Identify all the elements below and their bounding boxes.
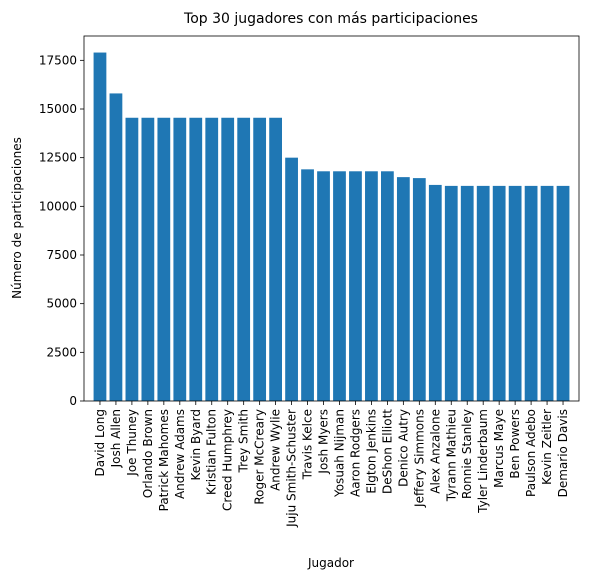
x-tick-label-17: Elgton Jenkins: [364, 409, 378, 494]
x-tick-label-18: DeShon Elliott: [380, 409, 394, 494]
bar-4: [157, 117, 171, 401]
x-tick-label-29: Demario Davis: [556, 409, 570, 497]
x-tick-label-19: Denico Autry: [396, 409, 410, 487]
bar-2: [125, 117, 139, 401]
bar-17: [365, 171, 378, 401]
bar-18: [381, 171, 394, 401]
chart-title: Top 30 jugadores con más participaciones: [183, 11, 478, 27]
x-axis-label: Jugador: [307, 556, 354, 570]
bar-21: [428, 184, 442, 401]
x-tick-label-22: Tyrann Mathieu: [444, 409, 458, 502]
bar-20: [412, 178, 426, 401]
x-tick-label-26: Ben Powers: [508, 409, 522, 479]
x-tick-label-10: Roger McCreary: [253, 409, 267, 505]
bar-13: [301, 169, 314, 401]
bar-5: [173, 117, 187, 401]
x-tick-label-4: Patrick Mahomes: [157, 409, 171, 511]
x-tick-label-28: Kevin Zeitler: [540, 409, 554, 485]
bar-11: [269, 117, 282, 401]
y-tick-label-7: 17500: [39, 53, 77, 67]
y-ticks-group: 0 2500 5000 7500 10000 12500 15000 17500: [39, 53, 84, 408]
x-tick-label-23: Ronnie Stanley: [460, 409, 474, 499]
x-tick-label-2: Joe Thuney: [125, 409, 139, 477]
x-tick-label-9: Trey Smith: [237, 409, 251, 474]
x-tick-label-15: Yosuah Nijman: [332, 409, 346, 498]
y-tick-label-3: 7500: [46, 248, 77, 262]
bar-14: [317, 171, 330, 401]
x-tick-label-0: David Long: [93, 409, 107, 477]
x-tick-label-13: Travis Kelce: [301, 409, 315, 480]
bar-15: [333, 171, 346, 401]
x-ticks-group: David Long Josh Allen Joe Thuney Orlando Br…: [93, 401, 570, 528]
y-tick-label-4: 10000: [39, 199, 77, 213]
y-tick-label-0: 0: [69, 394, 77, 408]
bar-25: [492, 185, 506, 401]
bar-12: [285, 157, 298, 401]
bar-8: [221, 117, 235, 401]
bar-19: [396, 177, 410, 401]
y-tick-label-6: 15000: [39, 102, 77, 116]
x-tick-label-14: Josh Myers: [317, 409, 331, 475]
y-tick-label-2: 5000: [46, 297, 77, 311]
x-tick-label-27: Paulson Adebo: [524, 409, 538, 497]
x-tick-label-24: Tyler Linderbaum: [476, 409, 490, 514]
plot-frame: [83, 35, 580, 402]
bar-27: [524, 185, 538, 401]
bar-3: [141, 117, 155, 401]
x-tick-label-5: Andrew Adams: [173, 409, 187, 499]
bar-0: [93, 52, 107, 402]
bar-10: [253, 117, 267, 401]
x-tick-label-7: Kristian Fulton: [205, 409, 219, 495]
x-tick-label-8: Creed Humphrey: [221, 409, 235, 511]
bar-28: [540, 185, 554, 401]
bar-9: [237, 117, 251, 401]
bar-26: [508, 185, 522, 401]
bar-23: [460, 185, 474, 401]
x-tick-label-3: Orlando Brown: [141, 409, 155, 498]
y-tick-label-5: 12500: [39, 151, 77, 165]
y-axis-label: Número de participaciones: [10, 137, 24, 299]
x-tick-label-21: Alex Anzalone: [428, 409, 442, 494]
x-tick-label-12: Juju Smith-Schuster: [285, 409, 299, 528]
x-tick-label-16: Aaron Rodgers: [348, 409, 362, 497]
bar-7: [205, 117, 219, 401]
bar-24: [476, 185, 490, 401]
x-tick-label-6: Kevin Byard: [189, 409, 203, 481]
bar-22: [444, 185, 458, 401]
bars-group: [93, 52, 570, 402]
x-tick-label-20: Jeffery Simmons: [412, 409, 426, 508]
bar-29: [556, 185, 570, 401]
x-tick-label-11: Andrew Wylie: [269, 409, 283, 491]
x-tick-label-25: Marcus Maye: [492, 409, 506, 488]
x-tick-label-1: Josh Allen: [109, 409, 123, 468]
y-tick-label-1: 2500: [46, 345, 77, 359]
bar-1: [109, 93, 123, 401]
bar-16: [349, 171, 362, 401]
bar-6: [189, 117, 203, 401]
